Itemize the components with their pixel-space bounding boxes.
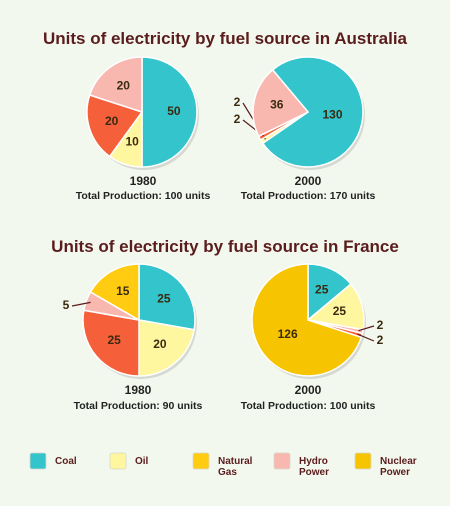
aus-2000-label-oil: 2 — [234, 95, 241, 109]
fra-2000-leader-hydro — [358, 325, 375, 332]
legend-label-hydro-0: Hydro — [299, 456, 328, 467]
aus-1980-year: 1980 — [130, 174, 157, 188]
fra-1980-label-natural_gas: 15 — [116, 284, 130, 298]
fra-1980-year: 1980 — [125, 383, 152, 397]
legend-swatch-coal — [29, 452, 47, 470]
fra-2000-slice-nuclear — [251, 263, 363, 377]
aus-2000-total: Total Production: 170 units — [241, 190, 376, 202]
fra-2000-label-oil: 25 — [333, 304, 347, 318]
aus-1980-total: Total Production: 100 units — [76, 190, 211, 202]
aus-2000-label-hydro: 36 — [270, 98, 284, 112]
legend-swatch-oil — [109, 452, 127, 470]
legend-label-nuclear-0: Nuclear — [380, 456, 417, 467]
legend-label-hydro-1: Power — [299, 467, 329, 478]
fra-2000-label-hydro: 2 — [377, 318, 384, 332]
aus-1980-label-oil: 10 — [125, 135, 139, 149]
fra-1980-leader-hydro — [71, 301, 91, 307]
fra-1980-slice-coal — [138, 263, 196, 331]
aus-1980-label-coal: 50 — [167, 104, 181, 118]
legend-swatch-nuclear — [354, 452, 372, 470]
fra-1980-pie: 25 20 25 5 15 — [63, 263, 197, 379]
fra-2000-label-orange: 2 — [377, 333, 384, 347]
fra-2000-label-nuclear: 126 — [278, 327, 298, 341]
fra-1980-label-coal: 25 — [157, 291, 171, 305]
legend-swatch-hydro — [273, 452, 291, 470]
aus-2000-slice-coal — [261, 56, 364, 168]
fra-1980-slice-orange — [82, 309, 140, 377]
aus-1980-label-hydro: 20 — [117, 78, 131, 92]
aus-1980-pie: 50 10 20 20 — [86, 56, 199, 170]
fra-1980-slice-oil — [138, 319, 196, 377]
legend-label-nuclear-1: Power — [380, 467, 410, 478]
aus-1980-slice-hydro — [88, 56, 143, 114]
fra-1980-total: Total Production: 90 units — [74, 400, 203, 412]
aus-2000-label-coal: 130 — [323, 107, 343, 121]
fra-2000-total: Total Production: 100 units — [241, 400, 376, 412]
legend-label-natural_gas-1: Gas — [218, 467, 237, 478]
aus-2000-pie: 130 2 2 36 — [234, 56, 365, 170]
fra-2000-leader-orange — [357, 333, 375, 342]
legend-label-natural_gas-0: Natural — [218, 456, 253, 467]
fra-2000-pie: 25 25 22 126 — [251, 263, 384, 379]
legend-label-oil-0: Oil — [135, 456, 149, 467]
aus-1980-slice-orange — [86, 94, 144, 158]
chart-title-australia: Units of electricity by fuel source in A… — [43, 29, 408, 48]
chart-title-france: Units of electricity by fuel source in F… — [51, 237, 399, 256]
fra-2000-label-coal: 25 — [315, 283, 329, 297]
legend-swatch-natural_gas — [192, 452, 210, 470]
legend-label-coal-0: Coal — [55, 456, 77, 467]
fra-1980-label-oil: 20 — [153, 337, 167, 351]
aus-2000-year: 2000 — [295, 174, 322, 188]
fra-2000-year: 2000 — [295, 383, 322, 397]
fra-1980-slice-natural_gas — [89, 263, 140, 322]
aus-2000-label-orange: 2 — [234, 112, 241, 126]
aus-1980-slice-coal — [141, 56, 198, 168]
fra-1980-label-hydro: 5 — [63, 298, 70, 312]
aus-1980-label-orange: 20 — [105, 114, 119, 128]
aus-2000-slice-hydro — [252, 68, 310, 138]
fra-1980-label-orange: 25 — [107, 333, 121, 347]
